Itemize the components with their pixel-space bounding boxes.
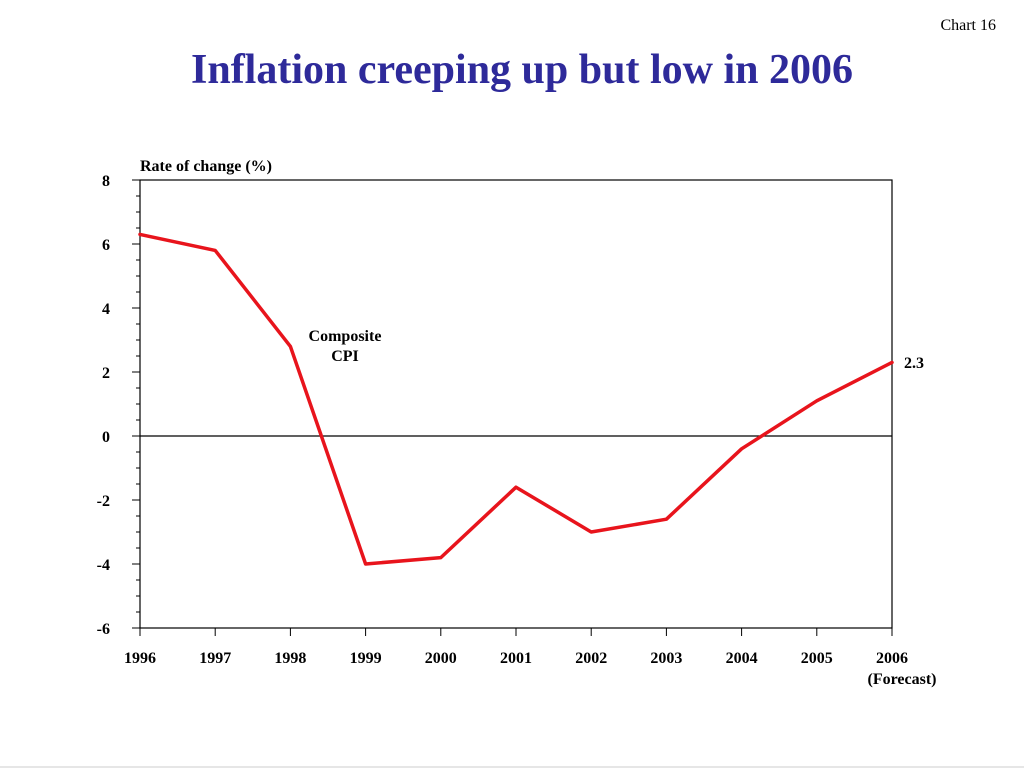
y-tick-label: 8 xyxy=(102,173,110,190)
chart-number-label: Chart 16 xyxy=(940,17,996,34)
y-tick-label: -6 xyxy=(97,621,110,638)
x-tick-label: 2003 xyxy=(650,650,682,667)
x-tick-label: 2006 xyxy=(876,650,908,667)
y-tick-label: 6 xyxy=(102,237,110,254)
series-label-line1: Composite xyxy=(309,328,382,345)
y-tick-label: 4 xyxy=(102,301,110,318)
y-axis-label: Rate of change (%) xyxy=(140,158,272,175)
series-label-line2: CPI xyxy=(331,348,359,365)
series-line-composite-cpi xyxy=(138,232,894,566)
x-tick-label: 1996 xyxy=(124,650,156,667)
x-tick-label: 2000 xyxy=(425,650,457,667)
y-tick-label: -2 xyxy=(97,493,110,510)
x-tick-label: 2005 xyxy=(801,650,833,667)
x-tick-label: 2004 xyxy=(726,650,758,667)
y-axis-ticks: 8 6 4 2 0 -2 -4 -6 xyxy=(97,173,140,638)
y-tick-label: 0 xyxy=(102,429,110,446)
slide-title: Inflation creeping up but low in 2006 xyxy=(190,47,853,93)
y-tick-label: 2 xyxy=(102,365,110,382)
plot-frame xyxy=(139,179,893,629)
x-tick-label: 1997 xyxy=(199,650,231,667)
y-tick-label: -4 xyxy=(97,557,110,574)
x-tick-sublabel: (Forecast) xyxy=(868,671,937,688)
x-tick-label: 1999 xyxy=(350,650,382,667)
x-tick-label: 1998 xyxy=(274,650,306,667)
end-value-label: 2.3 xyxy=(904,355,924,372)
x-tick-label: 2001 xyxy=(500,650,532,667)
x-tick-label: 2002 xyxy=(575,650,607,667)
x-axis-ticks: 1996 1997 1998 1999 2000 2001 2002 2003 2004 2005… xyxy=(124,628,937,688)
bottom-divider xyxy=(0,766,1024,768)
